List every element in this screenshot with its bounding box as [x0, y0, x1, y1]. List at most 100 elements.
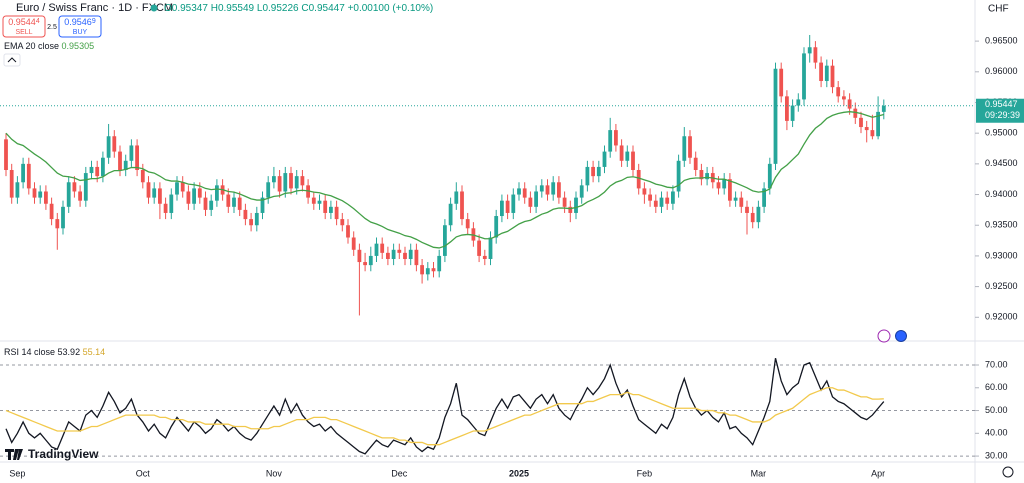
candle-body — [608, 130, 613, 152]
candle-body — [72, 182, 77, 192]
candle-body — [158, 188, 162, 204]
candle-body — [38, 191, 43, 198]
ema-name: EMA 20 close — [4, 41, 59, 51]
candle-body — [329, 206, 333, 213]
candle-body — [733, 197, 738, 201]
candle-body — [266, 182, 271, 198]
candle-body — [728, 179, 732, 201]
candle-body — [477, 240, 481, 256]
candle-body — [671, 191, 675, 204]
y-tick-label: 30.00 — [985, 450, 1008, 460]
candle-body — [186, 191, 191, 204]
candle-body — [254, 212, 259, 226]
candle-body — [494, 216, 499, 238]
candle-body — [49, 203, 54, 220]
candle-body — [272, 176, 276, 183]
candle-body — [391, 249, 396, 259]
candle-body — [300, 176, 305, 186]
collapse-button[interactable] — [3, 53, 21, 67]
ohlc-value: 0.95549 — [218, 3, 255, 14]
candle-body — [482, 255, 487, 259]
candle-body — [101, 157, 105, 177]
sell-button[interactable] — [2, 15, 46, 38]
candle-body — [705, 173, 709, 180]
candle-body — [351, 237, 356, 250]
y-tick-label: 40.00 — [985, 428, 1008, 438]
candle-body — [408, 249, 413, 259]
candle-body — [779, 68, 784, 97]
candle-body — [693, 157, 698, 170]
rsi-ma-value: 55.14 — [83, 347, 106, 357]
candle-body — [380, 243, 385, 253]
candle-body — [283, 173, 288, 192]
candle-body — [215, 185, 219, 201]
candle-body — [460, 191, 464, 220]
line-series — [5, 111, 884, 249]
ema-legend: EMA 20 close 0.95305 — [4, 41, 94, 51]
rsi-value: 53.92 — [58, 347, 81, 357]
ohlc-value: 0.95347 — [172, 3, 209, 14]
candle-body — [192, 188, 196, 204]
candle-body — [859, 117, 863, 128]
candle-body — [767, 163, 772, 189]
candle-body — [579, 185, 584, 198]
candle-body — [61, 206, 65, 229]
candle-body — [688, 136, 692, 158]
candle-body — [197, 188, 202, 198]
ohlc-label: L — [257, 3, 263, 14]
candle-body — [539, 185, 544, 192]
candle-body — [420, 265, 424, 275]
candle-body — [750, 212, 755, 223]
candle-body — [500, 200, 504, 217]
candle-body — [676, 160, 681, 192]
settings-icon[interactable] — [1002, 466, 1014, 478]
candle-body — [802, 53, 806, 100]
candle-body — [397, 249, 402, 253]
candle-body — [363, 262, 367, 266]
event-icon[interactable] — [877, 329, 891, 343]
candle-body — [294, 176, 299, 189]
ohlc-readout: O0.95347 H0.95549 L0.95226 C0.95447 +0.0… — [164, 3, 433, 14]
y-tick-label: 0.93000 — [985, 250, 1018, 260]
candle-body — [659, 197, 664, 207]
candle-body — [568, 206, 573, 213]
candle-body — [140, 170, 145, 183]
y-tick-label: 0.93500 — [985, 220, 1018, 230]
candle-body — [745, 206, 749, 213]
plot-area — [0, 34, 975, 457]
ohlc-label: O — [164, 3, 172, 14]
candle-body — [44, 191, 48, 204]
candle-body — [152, 188, 157, 198]
candle-body — [448, 203, 453, 226]
candle-body — [135, 145, 139, 170]
candle-body — [243, 209, 248, 220]
candle-body — [203, 197, 208, 210]
buy-button[interactable] — [58, 15, 102, 38]
candle-body — [853, 108, 858, 118]
y-tick-label: 0.96500 — [985, 35, 1018, 45]
x-tick-label: Apr — [871, 468, 885, 478]
candle-body — [249, 219, 253, 226]
candle-body — [89, 166, 94, 174]
candle-body — [876, 111, 880, 137]
rsi-legend: RSI 14 close 53.92 55.14 — [4, 347, 105, 357]
candle-body — [682, 136, 687, 161]
y-tick-label: 50.00 — [985, 405, 1008, 415]
candle-body — [762, 188, 766, 207]
candle-body — [146, 182, 151, 198]
candle-body — [830, 65, 835, 88]
candle-body — [169, 194, 174, 213]
y-tick-label: 0.95000 — [985, 128, 1018, 138]
candle-body — [209, 200, 214, 210]
last-price-box — [976, 98, 1024, 123]
event-icon[interactable] — [895, 330, 907, 342]
candle-body — [465, 219, 470, 229]
candle-body — [277, 176, 282, 192]
candle-body — [340, 219, 345, 226]
candle-body — [346, 225, 350, 238]
change: +0.00100 (+0.10%) — [348, 3, 434, 14]
candle-body — [602, 151, 607, 167]
candle-body — [739, 197, 744, 207]
price: 0.9544 — [8, 17, 36, 27]
